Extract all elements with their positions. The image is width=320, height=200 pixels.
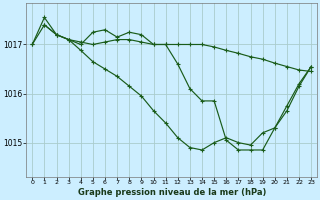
X-axis label: Graphe pression niveau de la mer (hPa): Graphe pression niveau de la mer (hPa) — [77, 188, 266, 197]
